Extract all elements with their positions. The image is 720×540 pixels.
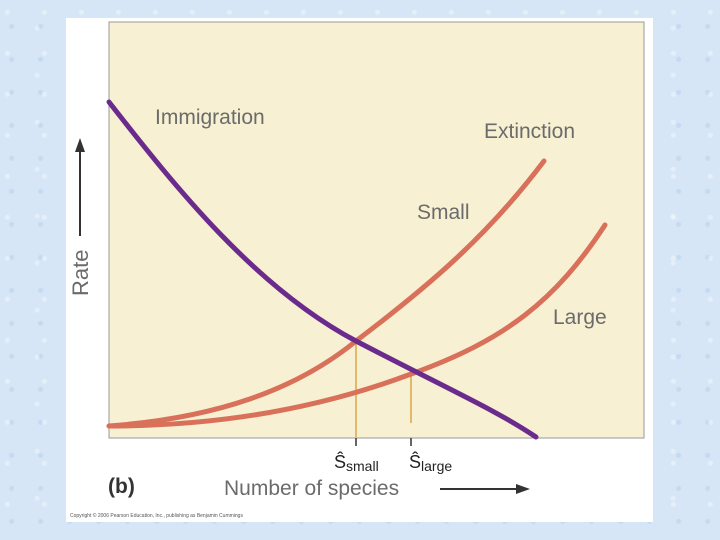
small-label: Small [417,201,470,224]
s-small-symbol: Ŝ [334,451,346,472]
y-axis-arrowhead [75,138,85,152]
s-large-symbol: Ŝ [409,451,421,472]
extinction-label: Extinction [484,120,575,143]
s-small-label: Ŝsmall [334,451,379,474]
immigration-curve [106,99,539,440]
copyright-text: Copyright © 2006 Pearson Education, Inc.… [70,512,243,519]
x-axis-arrowhead [516,484,530,494]
island-biogeography-diagram: Rate Immigration Extinction Small Large … [68,21,645,519]
plot-area [108,21,645,439]
s-small-subscript: small [346,458,379,474]
large-label: Large [553,306,607,329]
x-axis-label: Number of species [224,477,399,500]
extinction-large-curve [106,222,608,429]
immigration-label: Immigration [155,106,265,129]
figure-card: Rate Immigration Extinction Small Large … [66,18,653,522]
s-large-label: Ŝlarge [409,451,452,474]
y-axis-label: Rate [68,250,93,296]
s-large-subscript: large [421,458,452,474]
panel-label: (b) [108,475,135,498]
